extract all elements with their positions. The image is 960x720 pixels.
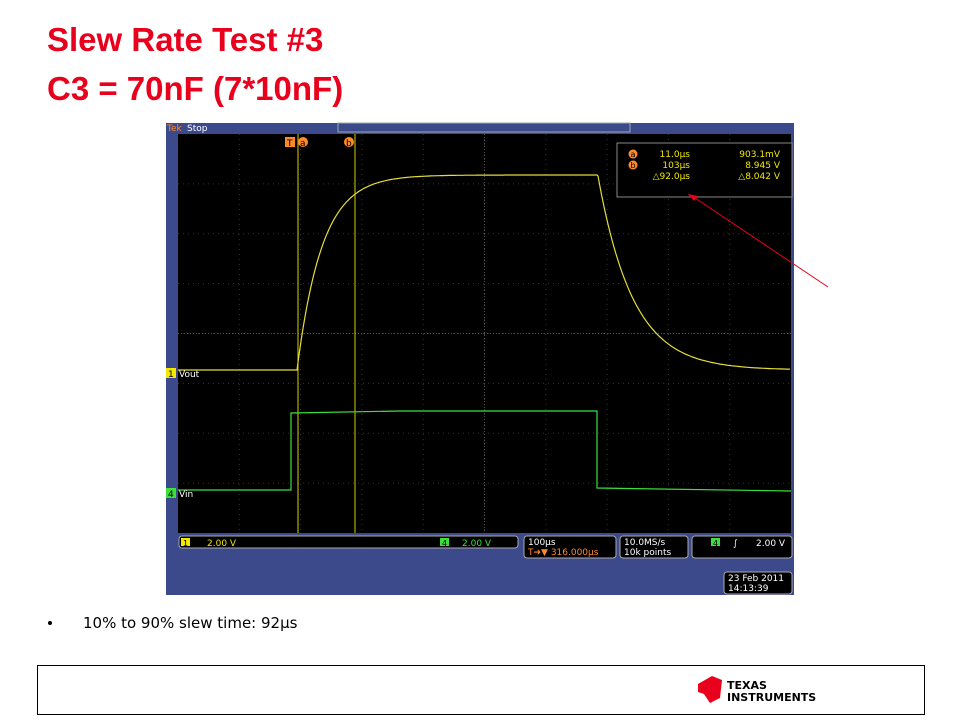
readout-box [616, 142, 793, 198]
title-line: C3 = 70nF (7*10nF) [47, 70, 343, 107]
trigger-slope: ∫ [733, 539, 738, 549]
marker-bg [344, 137, 354, 147]
ti-logo [698, 676, 722, 703]
record-bar [337, 122, 631, 133]
readout-time: △92.0µs [653, 172, 691, 182]
trigger-level: 2.00 V [756, 539, 786, 549]
channel-badge [440, 538, 449, 546]
channel-name: Vout [179, 370, 200, 380]
date: 23 Feb 2011 [728, 574, 784, 584]
clock: 14:13:39 [728, 584, 769, 594]
readout-volt: 8.945 V [745, 161, 781, 171]
logo-text: Texas [727, 679, 767, 692]
arrow-head [688, 194, 698, 201]
readout-volt: △8.042 V [738, 172, 781, 182]
run-status: Stop [187, 124, 208, 134]
channel-badge [166, 368, 176, 378]
vout-trace [178, 174, 791, 371]
cursor-label: b [631, 161, 636, 170]
bullet-dot [48, 621, 52, 625]
channel-scale: 2.00 V [207, 539, 237, 549]
cursor-badge [628, 149, 638, 159]
marker-bg [298, 137, 308, 147]
sample-rate: 10.0MS/s [624, 538, 666, 548]
channel-num: 4 [442, 539, 447, 548]
channel-scale: 2.00 V [462, 539, 492, 549]
record-length: 10k points [624, 548, 671, 558]
bottom-bar: 1 2.00 V 4 2.00 V 100µs T➔▼ 316.000µs 10… [178, 535, 793, 595]
readout-time: 103µs [662, 161, 690, 171]
channel-num: 4 [168, 490, 174, 500]
channel-badge [711, 538, 720, 546]
trigger-marker: T [286, 139, 293, 149]
vin-trace [178, 410, 792, 492]
brand: Tek [166, 124, 183, 134]
marker-bg [285, 137, 295, 147]
channel-num: 1 [168, 370, 174, 380]
bullet-text: 10% to 90% slew time: 92µs [83, 614, 298, 632]
channel-num: 1 [183, 539, 188, 548]
trigger-position: T➔▼ 316.000µs [527, 548, 599, 558]
title-line: Slew Rate Test #3 [47, 21, 323, 58]
readout-time: 11.0µs [660, 150, 691, 160]
timebase: 100µs [528, 538, 556, 548]
annotation-arrow [691, 195, 829, 288]
channel-badge [166, 488, 176, 498]
readout-field [723, 571, 793, 595]
cursor-label: a [631, 150, 636, 159]
cursor-badge [628, 160, 638, 170]
readout-volt: 903.1mV [739, 150, 781, 160]
logo-text: Instruments [727, 691, 816, 704]
scope-screen: Tek Stop T a b a 11.0µs 903.1mV b 103µs 8.945… [166, 122, 794, 595]
readout-field [178, 535, 519, 549]
channel-name: Vin [179, 490, 193, 500]
channel-badge [181, 538, 190, 546]
channel-num: 4 [713, 539, 718, 548]
cursor-label: a [300, 139, 306, 149]
readout-field [619, 535, 689, 559]
cursor-label: b [346, 139, 352, 149]
footer-box [37, 665, 925, 715]
readout-field [523, 535, 617, 559]
